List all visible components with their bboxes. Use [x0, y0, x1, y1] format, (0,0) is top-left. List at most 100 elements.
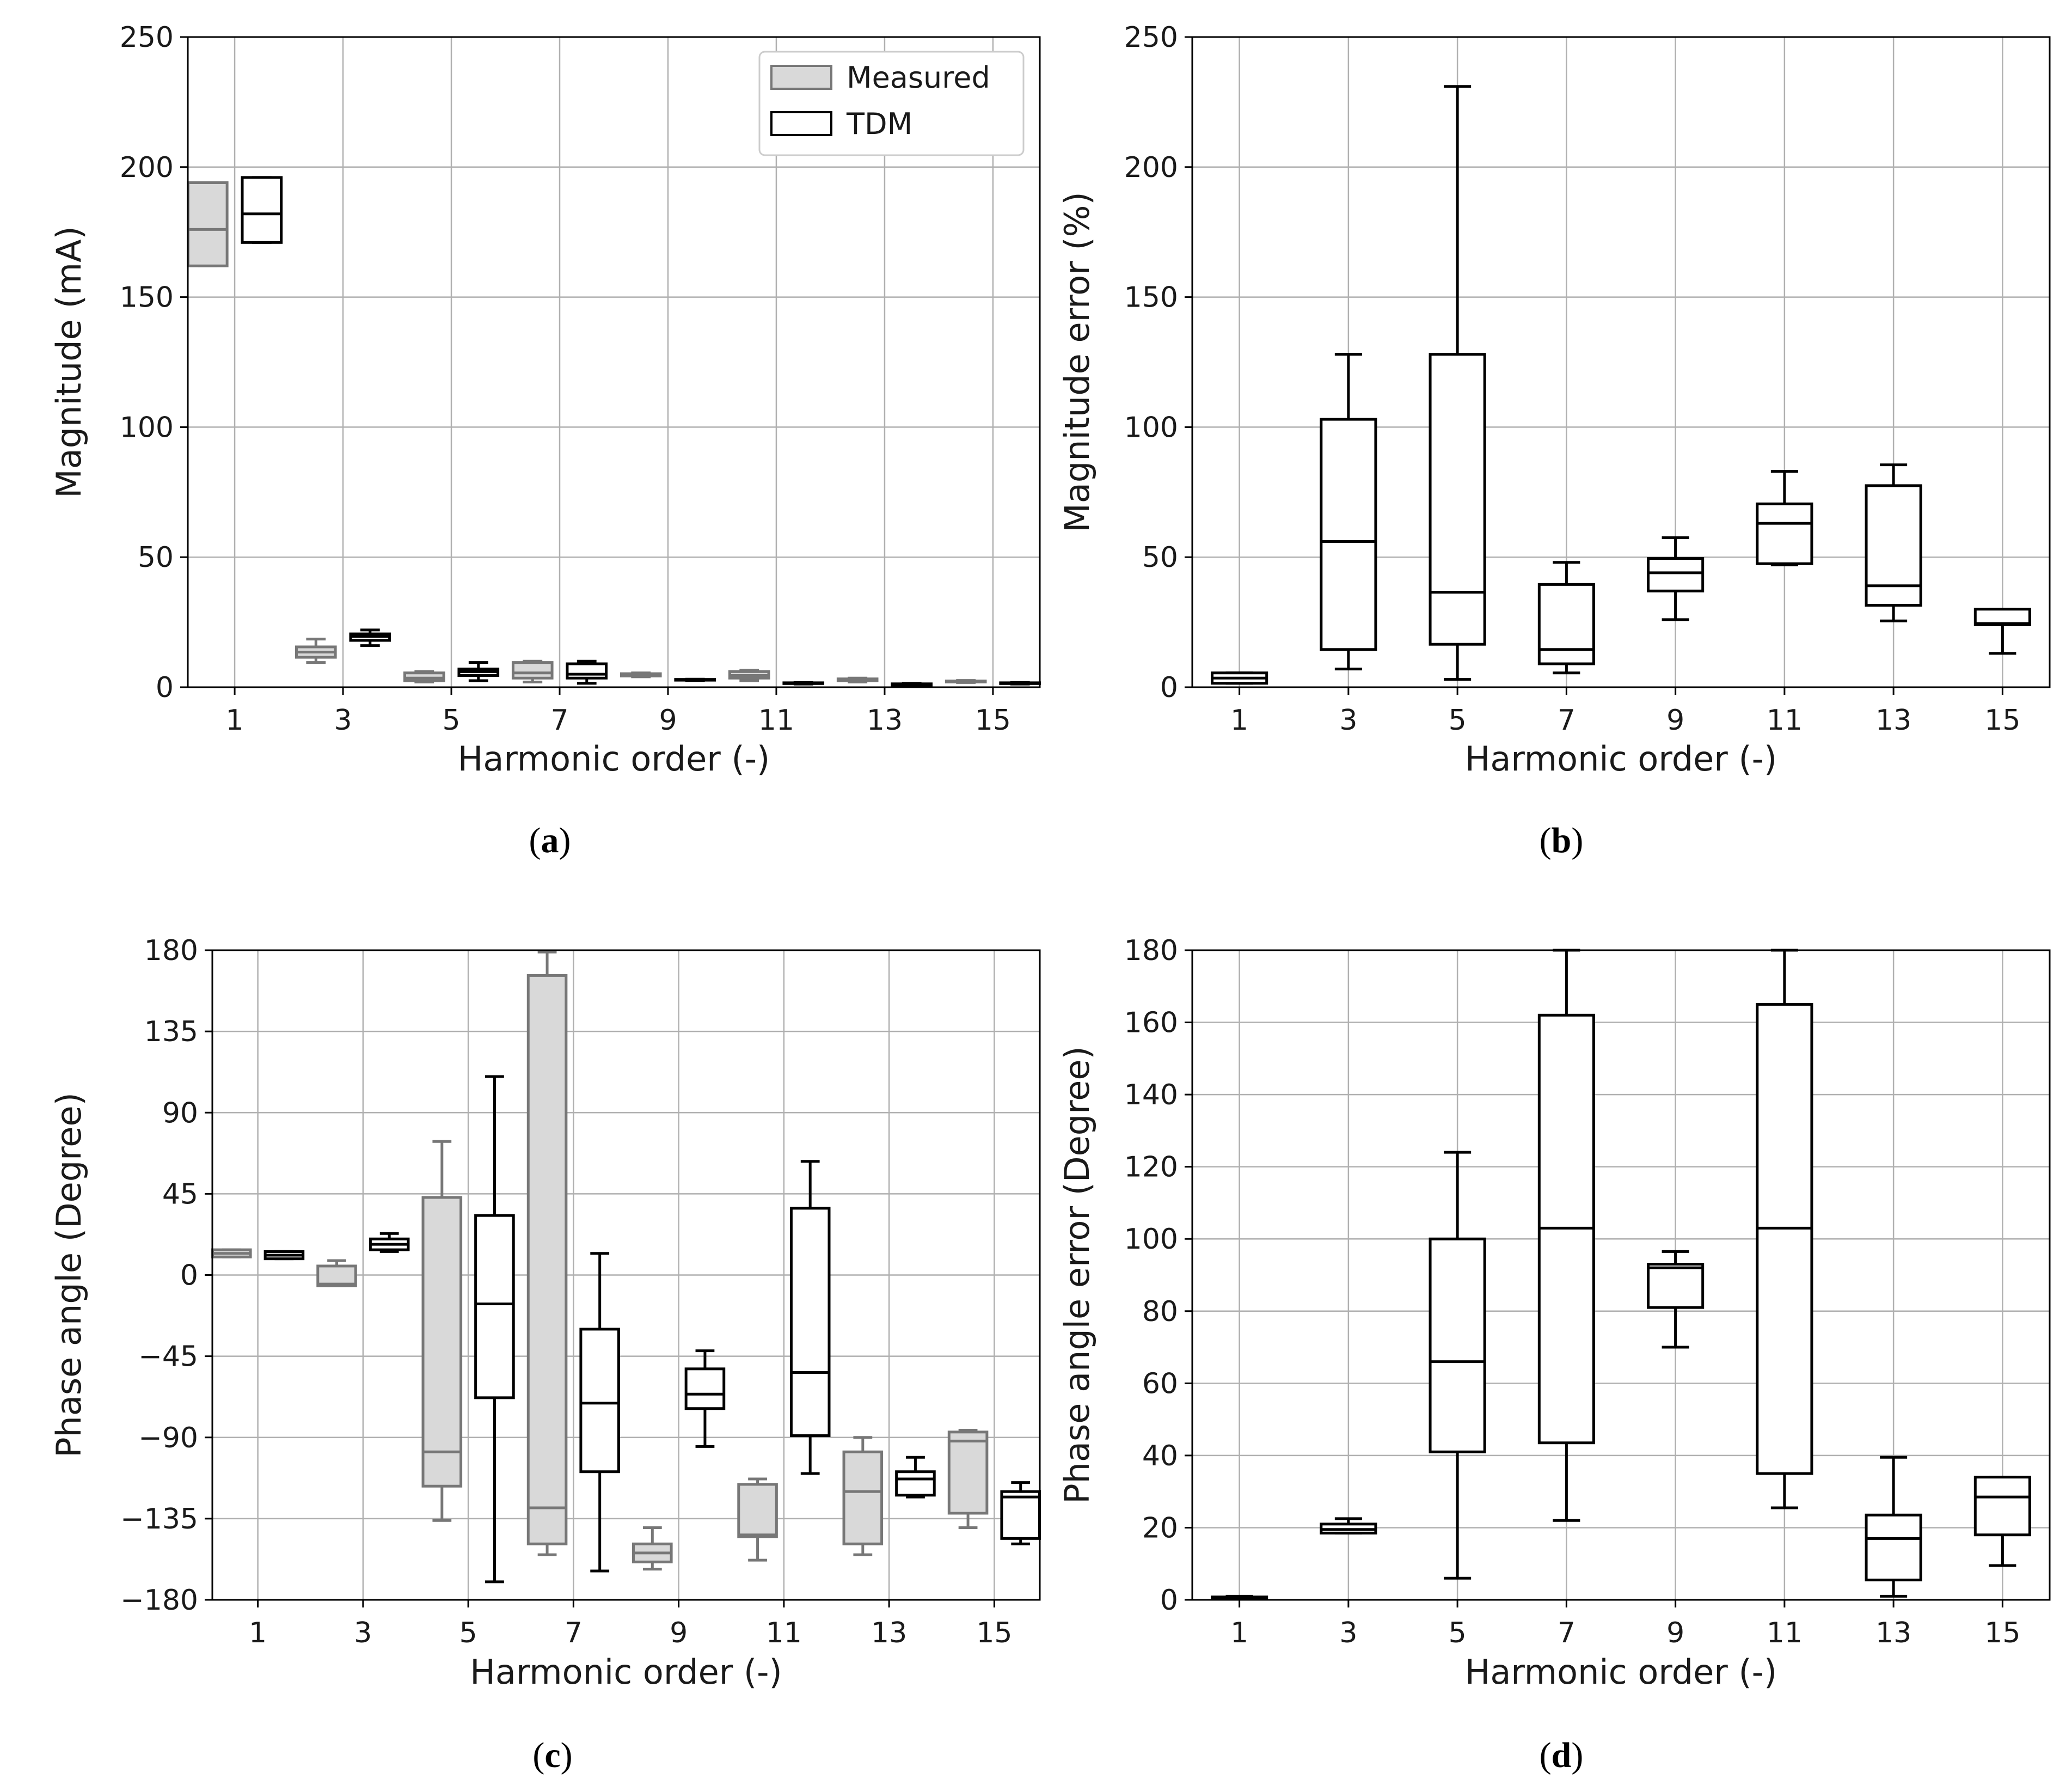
panel-c-x-axis-label: Harmonic order (-): [470, 1652, 782, 1692]
box-iqr: [1429, 1237, 1486, 1453]
panel-c-box-measured-13: [842, 1436, 884, 1556]
panel-a-x-ticks: 1 3 5 7 9 11 13 15: [226, 687, 1011, 737]
box-iqr: [1537, 583, 1595, 665]
box-iqr: [737, 1483, 778, 1538]
panel-b-ytick-label: 50: [1142, 541, 1178, 574]
panel-c-box-measured-15: [947, 1428, 989, 1529]
panel-c-ytick-label: 90: [162, 1097, 198, 1129]
panel-a-box-tdm-9: [674, 677, 716, 682]
panel-c-y-ticks: −180 −135 −90 −45 0 45 90 135 180: [120, 934, 212, 1617]
box-iqr: [1647, 1263, 1705, 1309]
panel-c-ytick-label: −45: [138, 1341, 198, 1373]
panel-a-plot-frame: [187, 36, 1041, 688]
panel-b-xtick-label: 1: [1230, 704, 1248, 737]
panel-d-xtick-label: 1: [1230, 1617, 1248, 1649]
box-iqr: [789, 1207, 831, 1437]
box-iqr: [566, 662, 608, 680]
panel-c-box-tdm-15: [1000, 1481, 1041, 1545]
panel-d-x-axis-label: Harmonic order (-): [1465, 1652, 1777, 1692]
panel-d-xtick-label: 3: [1339, 1617, 1357, 1649]
panel-a-xtick-label: 3: [334, 704, 352, 737]
panel-c-box-measured-11: [737, 1477, 778, 1562]
panel-c-ytick-label: 0: [180, 1260, 198, 1292]
panel-d-box-phase-angle-error-11: [1756, 949, 1813, 1509]
panel-c-boxes: [211, 950, 1041, 1584]
panel-c-box-tdm-3: [369, 1232, 410, 1253]
panel-a-ytick-label: 0: [156, 671, 174, 704]
panel-b-box-magnitude-error-7: [1537, 561, 1595, 675]
box-iqr: [187, 181, 229, 267]
box-iqr: [842, 1450, 884, 1545]
panel-c-box-measured-7: [526, 950, 568, 1556]
panel-c-caption: (c): [532, 1735, 572, 1775]
panel-b-caption: (b): [1540, 821, 1584, 860]
panel-b-xtick-label: 15: [1984, 704, 2020, 737]
panel-a-y-ticks: 0 50 100 150 200 250: [120, 21, 188, 704]
panel-a-box-tdm-3: [349, 628, 391, 647]
panel-c-ytick-label: 45: [162, 1178, 198, 1211]
panel-a-caption: (a): [529, 821, 571, 860]
panel-c-box-tdm-7: [579, 1252, 620, 1573]
box-iqr: [895, 1470, 936, 1497]
panel-b-xtick-label: 9: [1666, 704, 1684, 737]
panel-a-box-measured-11: [728, 669, 770, 682]
panel-a-ytick-label: 150: [120, 282, 174, 314]
panel-b-ytick-label: 100: [1124, 411, 1178, 444]
panel-a-box-measured-5: [403, 670, 445, 683]
panel-d-boxes: [1211, 949, 2031, 1601]
panel-c-ytick-label: 180: [144, 934, 198, 967]
panel-a-ytick-label: 100: [120, 411, 174, 444]
panel-d-caption: (d): [1540, 1735, 1584, 1775]
panel-a-caption-letter: a: [541, 821, 559, 860]
panel-a-x-axis-label: Harmonic order (-): [458, 739, 770, 779]
panel-c-xtick-label: 1: [249, 1617, 267, 1649]
panel-d-xtick-label: 9: [1666, 1617, 1684, 1649]
panel-d-xtick-label: 7: [1558, 1617, 1576, 1649]
box-iqr: [684, 1367, 726, 1410]
panel-c-xtick-label: 7: [565, 1617, 583, 1649]
box-iqr: [1429, 353, 1486, 646]
panel-c-xtick-label: 3: [354, 1617, 372, 1649]
panel-d-box-phase-angle-error-5: [1429, 1151, 1486, 1580]
box-iqr: [1000, 1490, 1041, 1540]
panel-a-box-tdm-11: [782, 681, 825, 686]
panel-c-box-measured-5: [421, 1140, 463, 1522]
panel-b-xtick-label: 13: [1875, 704, 1911, 737]
panel-d-box-phase-angle-error-13: [1865, 1456, 1922, 1598]
box-iqr: [1865, 1513, 1922, 1582]
panel-a-box-measured-1: [187, 181, 229, 267]
panel-c-ytick-label: −135: [120, 1503, 198, 1536]
panel-b-ytick-label: 150: [1124, 282, 1178, 314]
panel-d-ytick-label: 120: [1124, 1151, 1178, 1184]
panel-a-box-measured-3: [295, 638, 337, 664]
box-iqr: [1973, 1476, 2031, 1537]
panel-c-box-measured-3: [316, 1259, 357, 1287]
panel-a-box-tdm-13: [891, 682, 933, 688]
panel-c-box-tdm-1: [263, 1250, 305, 1261]
panel-c-ytick-label: −90: [138, 1422, 198, 1454]
panel-a-boxes: [187, 176, 1041, 688]
panel-a-box-measured-9: [620, 671, 662, 678]
panel-c-box-tdm-9: [684, 1349, 726, 1448]
box-iqr: [1756, 502, 1813, 565]
panel-a-box-tdm-5: [457, 661, 500, 682]
panel-c-box-tdm-11: [789, 1160, 831, 1475]
panel-a-ytick-label: 250: [120, 21, 174, 54]
panel-a-xtick-label: 1: [226, 704, 244, 737]
panel-d-x-ticks: 1 3 5 7 9 11 13 15: [1230, 1600, 2020, 1649]
panel-b-y-ticks: 0 50 100 150 200 250: [1124, 21, 1192, 704]
panel-d-caption-letter: d: [1552, 1735, 1572, 1775]
panel-d-ytick-label: 100: [1124, 1223, 1178, 1256]
panel-b-xtick-label: 3: [1339, 704, 1357, 737]
panel-b-box-magnitude-error-5: [1429, 85, 1486, 681]
panel-b-boxes: [1211, 85, 2031, 685]
box-iqr: [474, 1214, 515, 1399]
panel-b-x-ticks: 1 3 5 7 9 11 13 15: [1230, 687, 2020, 737]
box-iqr: [1865, 484, 1922, 607]
panel-b-plot-frame: [1191, 36, 2051, 688]
box-iqr: [1756, 1002, 1813, 1475]
